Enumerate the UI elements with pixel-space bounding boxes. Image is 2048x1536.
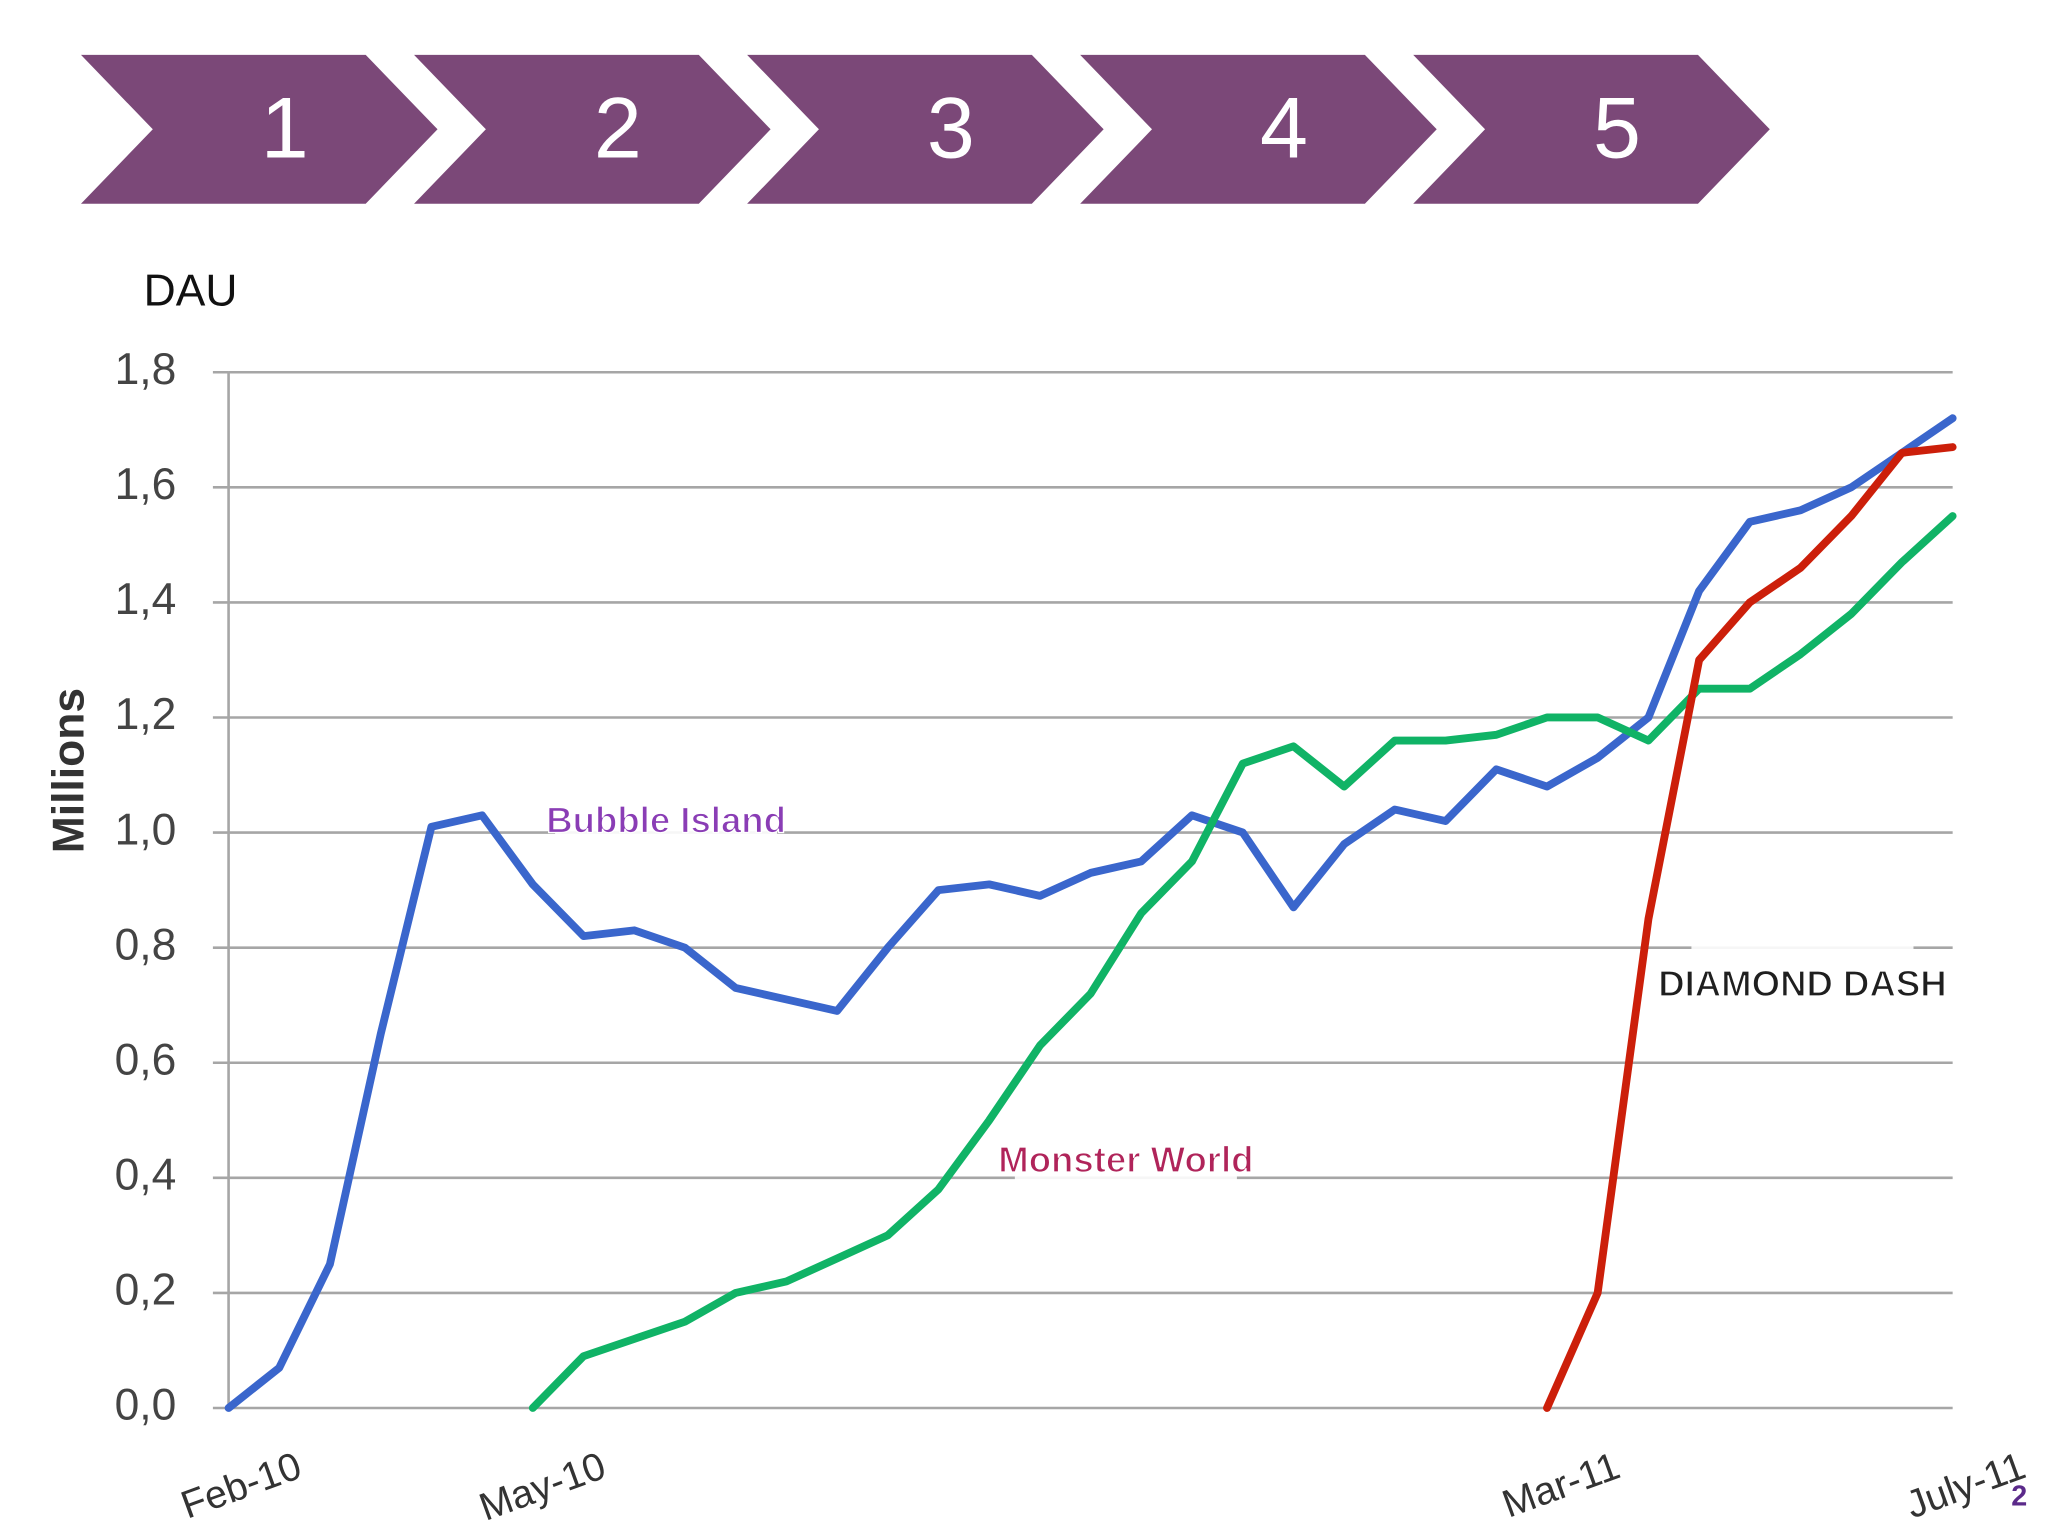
step-chevron bbox=[747, 54, 1104, 204]
y-tick-label: 0,2 bbox=[115, 1266, 177, 1315]
series-logo-label: Monster World bbox=[998, 1139, 1253, 1180]
y-tick-label: 1,2 bbox=[115, 690, 177, 739]
y-tick-label: 1,8 bbox=[115, 345, 177, 394]
slide-number: 2 bbox=[2011, 1481, 2027, 1513]
x-tick-label: Mar-11 bbox=[1497, 1445, 1626, 1527]
y-tick-label: 1,0 bbox=[115, 805, 177, 854]
series-line bbox=[1543, 443, 1957, 1412]
y-tick-label: 0,0 bbox=[115, 1381, 177, 1430]
logo-backdrop bbox=[555, 764, 778, 882]
series-logo-label: DIAMOND DASH bbox=[1658, 963, 1946, 1004]
x-tick-label: Feb-10 bbox=[176, 1445, 307, 1528]
step-chevron bbox=[414, 54, 771, 204]
x-tick-label: July-11 bbox=[1900, 1445, 2031, 1528]
step-chevron bbox=[80, 54, 438, 204]
series-line bbox=[224, 414, 1957, 1412]
step-chevron bbox=[1080, 54, 1437, 204]
x-tick-label: May-10 bbox=[474, 1445, 611, 1530]
step-label: 5 bbox=[1593, 80, 1641, 176]
y-tick-label: 1,4 bbox=[115, 575, 177, 624]
y-axis-title: Millions bbox=[45, 688, 94, 853]
logo-backdrop bbox=[1014, 1103, 1237, 1222]
step-label: 4 bbox=[1260, 80, 1308, 176]
y-tick-label: 0,8 bbox=[115, 920, 177, 969]
y-tick-label: 1,6 bbox=[115, 460, 177, 509]
step-label: 1 bbox=[261, 80, 309, 176]
series-logo-label: Bubble Island bbox=[546, 800, 786, 841]
step-label: 3 bbox=[927, 80, 975, 176]
y-tick-label: 0,6 bbox=[115, 1035, 177, 1084]
step-label: 2 bbox=[594, 80, 642, 176]
logo-backdrop bbox=[1691, 927, 1914, 1045]
unit-label: DAU bbox=[144, 267, 238, 316]
step-chevron bbox=[1413, 54, 1770, 204]
y-tick-label: 0,4 bbox=[115, 1151, 177, 1200]
series-line bbox=[528, 512, 1957, 1412]
